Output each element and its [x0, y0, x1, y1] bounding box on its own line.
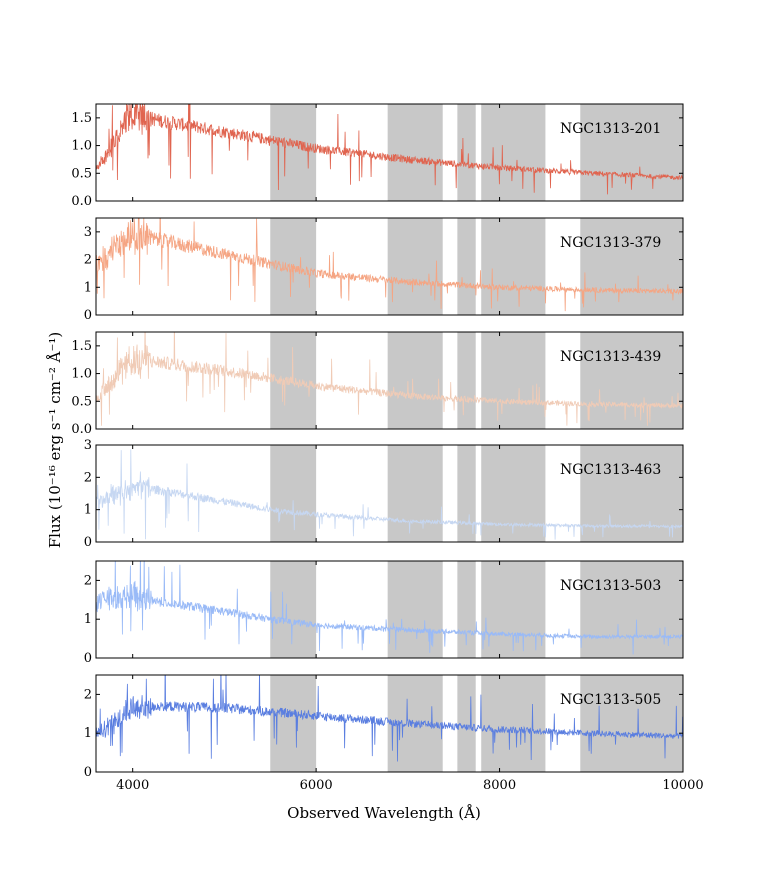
panel-label: NGC1313-463	[560, 462, 661, 478]
shaded-region-1	[387, 332, 443, 429]
panel-ngc1313-505: 0 1 2 NGC1313-505 4000 6000 8000 10000	[84, 674, 704, 793]
spectrum-line	[96, 104, 683, 195]
shaded-region-4	[580, 218, 683, 315]
panel-ngc1313-201: 0.0 0.5 1.0 1.5 NGC1313-201	[71, 103, 684, 209]
panel-frame	[95, 674, 684, 773]
y-tick-label: 3	[84, 225, 92, 240]
y-tick-label: 0	[84, 308, 92, 323]
shaded-region-2	[457, 332, 476, 429]
x-tick-label: 8000	[483, 778, 516, 793]
shaded-region-3	[481, 332, 546, 429]
spectrum-line	[96, 332, 683, 426]
y-tick-label: 1.0	[71, 139, 92, 154]
panel-ngc1313-379: 0 1 2 3 NGC1313-379	[84, 217, 684, 323]
y-tick-label: 1.0	[71, 367, 92, 382]
panel-frame	[95, 560, 684, 659]
shaded-region-0	[270, 561, 317, 658]
panels-group: 0.0 0.5 1.0 1.5 NGC1313-201 0 1 2 3 NGC1313-379 0.…	[71, 103, 704, 793]
shaded-region-2	[457, 218, 476, 315]
shaded-region-1	[387, 445, 443, 542]
y-tick-label: 2	[84, 573, 92, 588]
shaded-region-1	[387, 218, 443, 315]
x-tick-label: 6000	[300, 778, 333, 793]
panel-label: NGC1313-201	[560, 121, 661, 137]
spectrum-line	[96, 675, 683, 762]
y-tick-label: 2	[84, 470, 92, 485]
y-tick-label: 2	[84, 687, 92, 702]
panel-label: NGC1313-503	[560, 578, 661, 594]
shaded-region-0	[270, 104, 317, 201]
panel-ngc1313-503: 0 1 2 NGC1313-503	[84, 560, 684, 666]
shaded-region-4	[580, 332, 683, 429]
panel-ngc1313-439: 0.0 0.5 1.0 1.5 NGC1313-439	[71, 331, 684, 437]
y-tick-label: 0	[84, 765, 92, 780]
y-tick-label: 0	[84, 651, 92, 666]
panel-frame	[95, 217, 684, 316]
spectrum-line	[96, 561, 683, 655]
shaded-region-3	[481, 104, 546, 201]
y-tick-label: 1	[84, 503, 92, 518]
y-tick-label: 3	[84, 438, 92, 453]
x-tick-label: 4000	[116, 778, 149, 793]
y-axis-title: Flux (10⁻¹⁶ erg s⁻¹ cm⁻² Å⁻¹)	[46, 332, 64, 549]
shaded-region-2	[457, 104, 476, 201]
shaded-region-4	[580, 561, 683, 658]
y-tick-label: 0.5	[71, 394, 92, 409]
shaded-region-0	[270, 675, 317, 772]
y-tick-label: 1.5	[71, 111, 92, 126]
panel-ngc1313-463: 0 1 2 3 NGC1313-463	[84, 438, 684, 550]
panel-label: NGC1313-505	[560, 692, 661, 708]
y-tick-label: 1	[84, 612, 92, 627]
panel-frame	[95, 103, 684, 202]
shaded-region-4	[580, 675, 683, 772]
shaded-region-3	[481, 675, 546, 772]
x-axis-title: Observed Wavelength (Å)	[287, 804, 481, 822]
shaded-region-0	[270, 445, 317, 542]
y-tick-label: 1	[84, 280, 92, 295]
y-tick-label: 1.5	[71, 339, 92, 354]
y-tick-label: 2	[84, 253, 92, 268]
y-tick-label: 0.5	[71, 166, 92, 181]
panel-label: NGC1313-439	[560, 349, 661, 365]
y-tick-label: 0	[84, 535, 92, 550]
panel-label: NGC1313-379	[560, 235, 661, 251]
shaded-region-1	[387, 104, 443, 201]
panel-frame	[95, 331, 684, 430]
shaded-region-1	[387, 561, 443, 658]
y-tick-label: 0.0	[71, 194, 92, 209]
spectrum-line	[96, 218, 683, 312]
y-tick-label: 0.0	[71, 422, 92, 437]
panel-frame	[95, 444, 684, 543]
spectrum-line	[96, 449, 683, 540]
shaded-region-2	[457, 445, 476, 542]
x-tick-label: 10000	[662, 778, 703, 793]
y-tick-label: 1	[84, 726, 92, 741]
